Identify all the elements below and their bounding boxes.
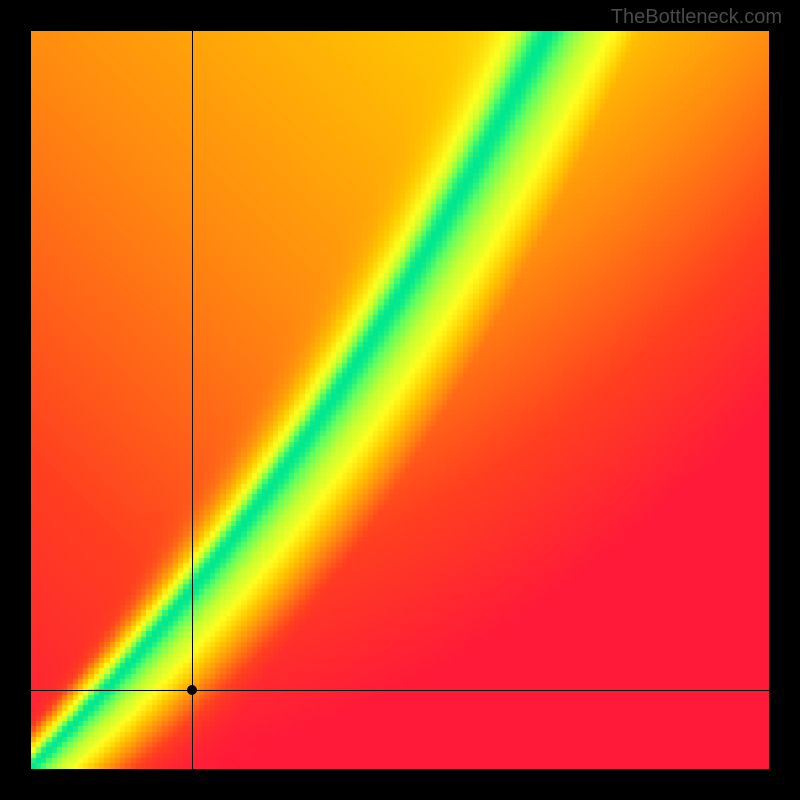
watermark-text: TheBottleneck.com: [611, 6, 782, 29]
heatmap-canvas: [31, 31, 769, 769]
crosshair-vertical: [192, 31, 193, 769]
crosshair-horizontal: [31, 690, 769, 691]
heatmap-plot: [31, 31, 769, 769]
crosshair-marker: [187, 685, 197, 695]
